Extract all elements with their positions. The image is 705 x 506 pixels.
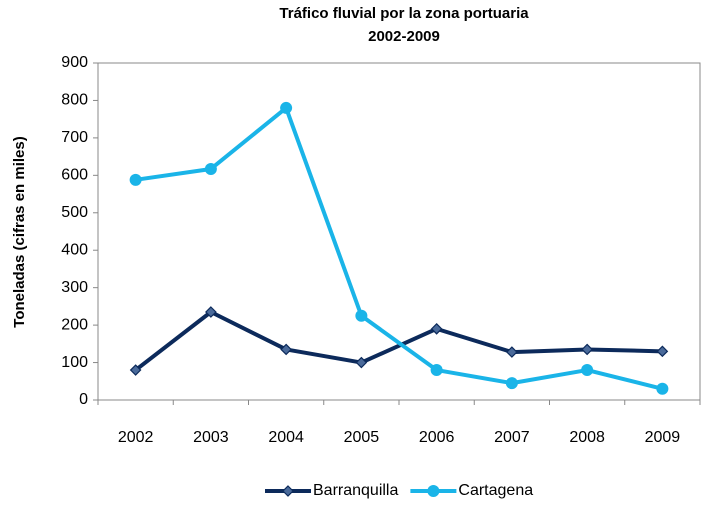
- x-tick-label: 2007: [494, 429, 530, 446]
- x-tick-label: 2009: [645, 429, 681, 446]
- point: [282, 485, 294, 497]
- x-tick-label: 2003: [193, 429, 229, 446]
- legend-label: Barranquilla: [313, 482, 398, 499]
- point: [430, 323, 443, 335]
- y-tick-label: 500: [61, 204, 88, 221]
- point: [129, 364, 142, 376]
- series-line: [134, 310, 663, 372]
- y-tick-label: 0: [79, 391, 88, 408]
- chart-subtitle: 2002-2009: [368, 28, 440, 45]
- point: [355, 309, 368, 322]
- point: [280, 343, 292, 356]
- legend-label: Cartagena: [458, 482, 533, 499]
- point: [581, 364, 594, 377]
- y-tick-label: 600: [61, 167, 88, 184]
- x-tick-label: 2008: [569, 429, 605, 446]
- x-tick-label: 2006: [419, 429, 455, 446]
- point: [280, 101, 293, 114]
- point: [581, 343, 593, 356]
- point: [656, 382, 669, 395]
- point: [506, 346, 518, 358]
- point: [205, 306, 217, 318]
- y-tick-label: 700: [61, 129, 88, 146]
- y-tick-label: 200: [61, 316, 88, 333]
- x-tick-label: 2005: [344, 429, 380, 446]
- point: [505, 377, 518, 390]
- y-tick-label: 400: [61, 241, 88, 258]
- point: [430, 364, 443, 377]
- y-tick-label: 300: [61, 279, 88, 296]
- point: [204, 162, 217, 175]
- series-line: [135, 105, 663, 391]
- y-tick-label: 900: [61, 54, 88, 71]
- y-tick-label: 100: [61, 354, 88, 371]
- point: [129, 173, 142, 186]
- point: [656, 345, 669, 358]
- y-axis-label: Toneladas (cifras en miles): [11, 136, 28, 327]
- point: [355, 356, 368, 369]
- x-tick-label: 2002: [118, 429, 154, 446]
- point: [427, 485, 440, 497]
- x-tick-label: 2004: [268, 429, 304, 446]
- chart-title: Tráfico fluvial por la zona portuaria: [279, 5, 529, 22]
- y-tick-label: 800: [61, 92, 88, 109]
